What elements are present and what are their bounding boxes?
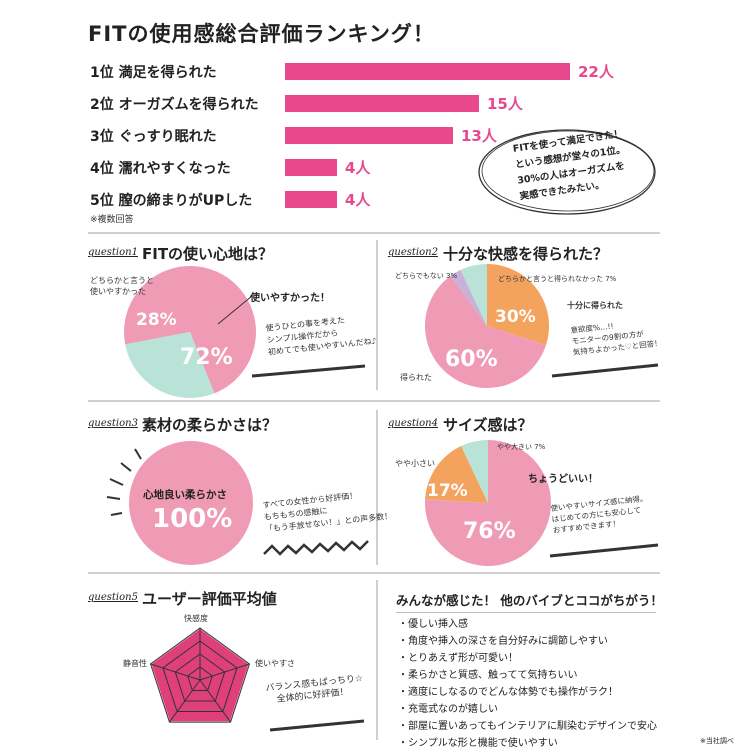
- q5-axis-label: 快感度: [184, 614, 208, 623]
- rank-label-5: 5位 膣の締まりがUPした: [90, 193, 253, 209]
- pie-slice: [461, 440, 488, 503]
- q4-pie: 76% 17%: [425, 440, 551, 566]
- pie-slice: [425, 275, 546, 388]
- ranking-value: 13人: [461, 127, 497, 145]
- ranking-bar: [285, 191, 337, 208]
- q5-axis-label: 使いやすさ: [255, 659, 295, 668]
- radar-grid: [149, 627, 251, 723]
- q5-axis-label: 静音性: [123, 659, 147, 668]
- q5-title: ユーザー評価平均値: [142, 590, 277, 608]
- ranking-value: 4人: [345, 159, 371, 177]
- q4-comment: 使いやすいサイズ感に納得。 はじめての方にも安心して おすすめできます！: [550, 493, 650, 536]
- pie-percent-label: 60%: [445, 347, 498, 372]
- ranking-value: 22人: [578, 63, 614, 81]
- q5-radar: [149, 627, 251, 723]
- q4-label: question4: [388, 418, 438, 429]
- q2-title: 十分な快感を得られた？: [443, 245, 609, 263]
- credit-note: ※当社調べ: [700, 737, 734, 745]
- pie-slice: [425, 445, 488, 503]
- radar-grid: [174, 653, 226, 702]
- zigzag-stroke: [263, 540, 369, 556]
- ranking-bar: [285, 159, 337, 176]
- pie-slice: [487, 264, 549, 346]
- leader-line: [217, 295, 253, 325]
- summary-title: みんなが感じた！ 他のバイブとココがちがう！: [396, 593, 663, 608]
- q2-label-got: 得られた: [400, 373, 432, 382]
- page-title: FITの使用感総合評価ランキング！: [88, 22, 435, 46]
- q3-label: question3: [88, 418, 138, 429]
- ranking-value: 15人: [487, 95, 523, 113]
- list-item: ・角度や挿入の深さを自分好みに調節しやすい: [398, 636, 608, 647]
- q1-label-easy: 使いやすかった！: [250, 293, 330, 304]
- ranking-note: ※複数回答: [90, 215, 134, 225]
- q4-title: サイズ感は？: [443, 416, 533, 434]
- divider: [88, 232, 660, 234]
- ranking-value: 4人: [345, 191, 371, 209]
- ranking-bar: [285, 95, 479, 112]
- q1-label: question1: [88, 247, 138, 258]
- q5-label: question5: [88, 592, 138, 603]
- ranking-bar: [285, 63, 570, 80]
- q3-circle: [106, 441, 253, 565]
- q3-circle-label: 心地良い柔らかさ: [143, 489, 227, 501]
- list-item: ・部屋に置いあってもインテリアに馴染むデザインで安心: [398, 721, 657, 732]
- comment-bubble: [478, 129, 656, 215]
- divider: [396, 612, 656, 613]
- q3-percent: 100%: [152, 504, 233, 534]
- pie-percent-label: 72%: [180, 345, 233, 370]
- q1-label-rather-2: 使いやすかった: [90, 287, 146, 296]
- q2-comment: 意欲度%…!! モニターの9割の方が 気持ちよかった♡と回答！: [570, 316, 662, 358]
- underline-stroke: [551, 363, 659, 378]
- divider: [376, 240, 378, 390]
- list-item: ・柔らかさと質感、触ってて気持ちいい: [398, 670, 578, 681]
- pie-slice: [450, 269, 487, 326]
- q2-label-rather: どちらかと言うと得られなかった 7%: [498, 275, 617, 283]
- list-item: ・シンプルな形と機能で使いやすい: [398, 738, 558, 749]
- pie-percent-label: 76%: [463, 519, 516, 544]
- radar-axis: [150, 663, 201, 681]
- pie-slice: [124, 266, 256, 394]
- list-item: ・適度にしなるのでどんな体勢でも操作がラク！: [398, 687, 618, 698]
- pie-slice: [460, 264, 487, 326]
- q1-comment: 使うひとの事を考えた シンプル操作だから 初めてでも使いやすいんだね♪: [265, 312, 377, 359]
- divider: [88, 572, 660, 574]
- pie-slice: [125, 332, 215, 398]
- rank-label-3: 3位 ぐっすり眠れた: [90, 129, 217, 145]
- pie-percent-label: 17%: [427, 481, 468, 501]
- rank-label-4: 4位 濡れやすくなった: [90, 161, 231, 177]
- q2-pie: 60% 30%: [425, 264, 549, 388]
- q2-label-enough: 十分に得られた: [567, 301, 623, 310]
- q4-label-just: ちょうどいい！: [528, 474, 598, 485]
- underline-stroke: [269, 719, 365, 732]
- q4-label-small: やや小さい: [395, 459, 435, 468]
- rank-label-1: 1位 満足を得られた: [90, 65, 217, 81]
- q2-label: question2: [388, 247, 438, 258]
- ranking-bar: [285, 127, 453, 144]
- pie-percent-label: 28%: [136, 310, 177, 330]
- divider: [376, 580, 378, 740]
- q1-title: FITの使い心地は？: [142, 245, 274, 263]
- list-item: ・充電式なのが嬉しい: [398, 704, 498, 715]
- list-item: ・優しい挿入感: [398, 619, 468, 630]
- q2-label-neither: どちらでもない 3%: [395, 272, 458, 280]
- q4-label-big: やや大きい 7%: [497, 443, 546, 451]
- divider: [376, 410, 378, 565]
- radar-axis: [199, 663, 250, 681]
- q3-comment: すべての女性から好評価！ もちもちの感触に 「もう手放せない！」との声多数！: [262, 487, 393, 536]
- radar-grid: [162, 640, 238, 713]
- q3-title: 素材の柔らかさは？: [142, 416, 278, 434]
- radar-axis: [199, 679, 231, 723]
- q1-label-rather-1: どちらかと言うと: [90, 276, 154, 285]
- list-item: ・とりあえず形が可愛い！: [398, 653, 518, 664]
- underline-stroke: [251, 364, 366, 378]
- divider: [88, 400, 660, 402]
- underline-stroke: [549, 543, 659, 558]
- q1-pie: 72%28%: [124, 266, 256, 398]
- summary-list: ・優しい挿入感 ・角度や挿入の深さを自分好みに調節しやすい ・とりあえず形が可愛…: [398, 616, 657, 752]
- rank-label-2: 2位 オーガズムを得られた: [90, 97, 259, 113]
- radar-axis: [169, 679, 201, 723]
- pie-percent-label: 30%: [495, 307, 536, 327]
- radar-grid: [187, 666, 213, 692]
